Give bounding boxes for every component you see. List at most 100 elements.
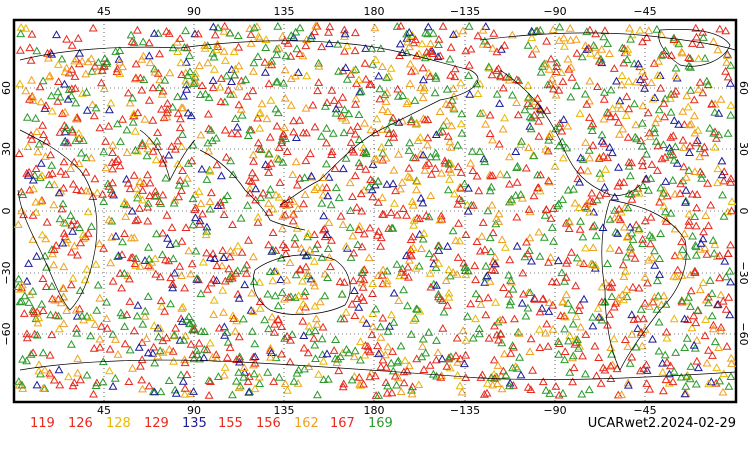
triangle-icon [342, 41, 352, 50]
triangle-icon [506, 348, 516, 357]
triangle-icon [679, 143, 689, 151]
triangle-icon [536, 110, 545, 119]
triangle-icon [407, 389, 417, 398]
triangle-icon [205, 166, 215, 175]
legend-item: 126 [68, 416, 93, 431]
triangle-icon [54, 311, 63, 320]
triangle-icon [67, 40, 77, 49]
triangle-icon [406, 329, 416, 338]
triangle-icon [322, 349, 332, 358]
triangle-icon [670, 189, 680, 198]
triangle-icon [294, 291, 304, 300]
triangle-icon [439, 120, 449, 129]
triangle-icon [513, 110, 523, 119]
triangle-icon [129, 38, 139, 47]
triangle-icon [132, 25, 142, 34]
triangle-icon [726, 174, 736, 183]
triangle-icon [443, 131, 453, 140]
triangle-icon [596, 378, 606, 387]
triangle-icon [377, 142, 387, 151]
triangle-icon [378, 265, 388, 274]
triangle-icon [203, 284, 212, 293]
triangle-icon [704, 345, 713, 354]
triangle-icon [370, 23, 380, 32]
triangle-icon [92, 188, 102, 197]
triangle-icon [324, 39, 334, 48]
triangle-icon [150, 254, 160, 262]
triangle-icon [505, 179, 514, 188]
triangle-icon [709, 248, 719, 257]
triangle-icon [350, 311, 360, 319]
triangle-icon [699, 227, 709, 236]
triangle-icon [37, 299, 47, 308]
triangle-icon [169, 356, 179, 365]
triangle-icon [273, 108, 283, 117]
triangle-icon [715, 251, 725, 260]
triangle-icon [137, 85, 147, 94]
triangle-icon [446, 142, 456, 151]
triangle-icon [406, 66, 416, 75]
triangle-icon [109, 190, 119, 199]
triangle-icon [129, 326, 139, 335]
triangle-icon [561, 218, 571, 227]
triangle-icon [431, 73, 441, 82]
triangle-icon [635, 366, 645, 375]
triangle-icon [619, 44, 629, 52]
triangle-icon [579, 294, 589, 303]
triangle-icon [511, 147, 521, 155]
triangle-icon [220, 125, 230, 134]
triangle-icon [106, 98, 116, 107]
triangle-icon [122, 125, 132, 134]
triangle-icon [489, 369, 499, 378]
triangle-icon [49, 245, 59, 253]
triangle-icon [145, 58, 155, 67]
triangle-icon [16, 29, 26, 38]
triangle-icon [516, 370, 526, 379]
triangle-icon [492, 47, 502, 56]
triangle-icon [424, 327, 434, 336]
triangle-icon [54, 324, 64, 333]
triangle-icon [410, 96, 420, 104]
triangle-icon [494, 139, 504, 148]
triangle-icon [722, 341, 732, 350]
triangle-icon [527, 33, 537, 42]
triangle-icon [423, 22, 433, 31]
triangle-icon [505, 378, 515, 387]
triangle-icon [393, 357, 402, 366]
triangle-icon [238, 314, 248, 323]
triangle-icon [115, 57, 125, 66]
triangle-icon [82, 370, 92, 379]
triangle-icon [28, 348, 38, 357]
legend-item: 135 [182, 416, 207, 431]
triangle-icon [318, 225, 328, 234]
triangle-icon [693, 363, 703, 372]
triangle-icon [601, 164, 610, 173]
triangle-icon [418, 234, 428, 243]
triangle-icon [219, 195, 229, 204]
triangle-icon [229, 47, 239, 56]
triangle-icon [584, 145, 594, 154]
triangle-icon [716, 326, 726, 335]
triangle-icon [534, 227, 544, 236]
triangle-icon [368, 309, 378, 317]
triangle-icon [436, 372, 446, 381]
triangle-icon [483, 378, 492, 387]
triangle-icon [579, 259, 589, 267]
triangle-icon [40, 365, 50, 374]
triangle-icon [460, 179, 469, 188]
triangle-icon [143, 202, 153, 211]
triangle-icon [168, 279, 178, 288]
triangle-icon [527, 49, 537, 58]
triangle-icon [220, 362, 230, 371]
triangle-icon [76, 238, 86, 247]
triangle-icon [142, 151, 152, 160]
triangle-icon [209, 52, 219, 61]
triangle-icon [118, 114, 127, 123]
triangle-icon [149, 342, 159, 351]
triangle-icon [677, 48, 687, 57]
triangle-icon [175, 34, 185, 42]
triangle-icon [444, 158, 453, 167]
triangle-icon [412, 118, 422, 127]
triangle-icon [634, 188, 644, 197]
triangle-icon [86, 54, 96, 63]
